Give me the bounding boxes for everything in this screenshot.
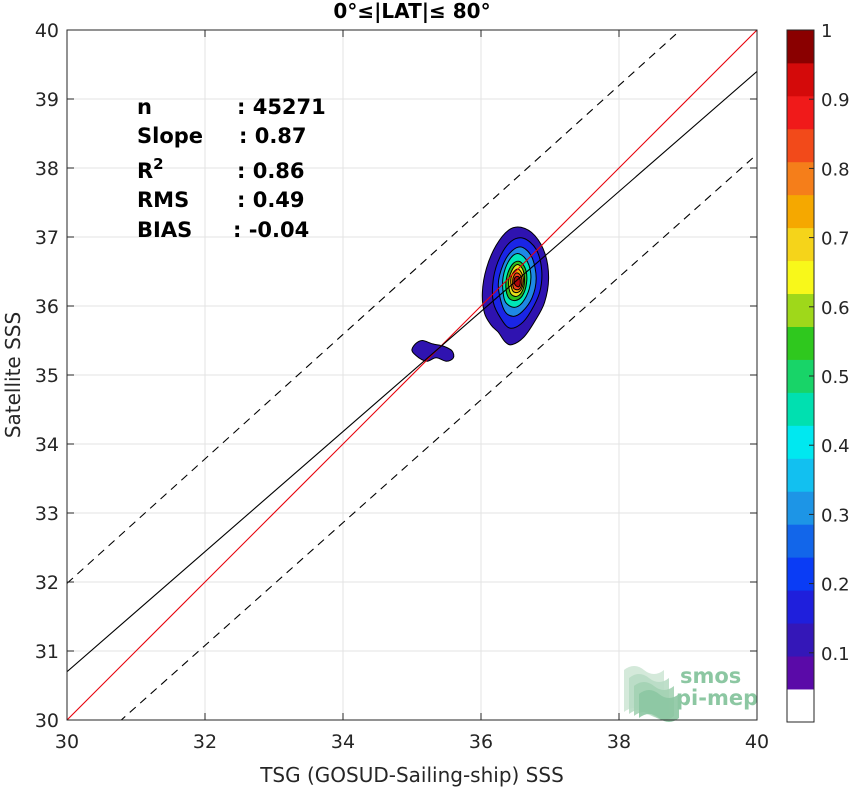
colorbar-band xyxy=(787,392,814,426)
colorbar: 0.1 0.2 0.3 0.4 0.5 0.6 0.7 0.8 0.9 1 xyxy=(786,21,850,723)
line-fit xyxy=(67,70,757,673)
y-tick-label: 30 xyxy=(35,710,59,732)
colorbar-tick-label: 0.5 xyxy=(821,367,850,388)
colorbar-band xyxy=(787,425,814,459)
colorbar-band xyxy=(787,656,814,690)
colorbar-band xyxy=(787,326,814,360)
y-tick-label: 38 xyxy=(35,158,59,180)
colorbar-tick-label: 0.2 xyxy=(821,575,850,596)
logo-wave-icon xyxy=(639,690,679,722)
colorbar-tick-label: 1 xyxy=(821,21,832,42)
stat-label: Slope xyxy=(137,124,203,148)
colorbar-band xyxy=(787,524,814,558)
colorbar-band xyxy=(787,623,814,657)
colorbar-band xyxy=(787,30,814,64)
x-tick-label: 32 xyxy=(193,731,217,753)
colorbar-band xyxy=(787,260,814,295)
colorbar-band xyxy=(787,95,814,130)
colorbar-band xyxy=(787,458,814,492)
logo-text-smos: smos xyxy=(680,664,741,688)
colorbar-band xyxy=(787,293,814,327)
y-tick-label: 35 xyxy=(35,365,59,387)
colorbar-band xyxy=(787,161,814,196)
y-tick-label: 40 xyxy=(35,20,59,42)
stat-value: : 0.86 xyxy=(237,159,305,183)
stat-value: : 0.87 xyxy=(239,124,307,148)
y-tick-label: 36 xyxy=(35,296,59,318)
x-tick-label: 40 xyxy=(745,731,769,753)
colorbar-tick-label: 0.3 xyxy=(821,505,850,526)
y-tick-label: 32 xyxy=(35,572,59,594)
colorbar-tick-label: 0.7 xyxy=(821,229,850,250)
colorbar-tick-label: 0.4 xyxy=(821,436,850,457)
stat-label: n xyxy=(137,95,152,119)
stat-label-superscript: 2 xyxy=(153,155,163,173)
colorbar-tick-label: 0.8 xyxy=(821,159,850,180)
gridlines xyxy=(66,29,758,721)
chart-title: 0°≤|LAT|≤ 80° xyxy=(333,0,490,23)
x-tick-label: 34 xyxy=(331,731,355,753)
stat-label: BIAS xyxy=(137,218,192,242)
y-tick-label: 31 xyxy=(35,641,59,663)
line-1-1 xyxy=(67,30,757,720)
colorbar-tick-label: 0.1 xyxy=(821,644,850,665)
stat-label: RMS xyxy=(137,188,189,212)
colorbar-band xyxy=(787,227,814,262)
stat-value: : -0.04 xyxy=(233,218,309,242)
line-fit xyxy=(67,30,682,584)
y-tick-label: 33 xyxy=(35,503,59,525)
x-tick-label: 38 xyxy=(607,731,631,753)
colorbar-band xyxy=(787,62,814,97)
x-tick-label: 30 xyxy=(55,731,79,753)
y-tick-label: 39 xyxy=(35,89,59,111)
x-tick-label: 36 xyxy=(469,731,493,753)
y-tick-label: 34 xyxy=(35,434,59,456)
colorbar-band xyxy=(787,590,814,624)
colorbar-tick-label: 0.9 xyxy=(821,90,850,111)
x-axis-label: TSG (GOSUD-Sailing-ship) SSS xyxy=(259,763,564,787)
colorbar-band xyxy=(787,689,814,723)
x-axis-ticks: 30 32 34 36 38 40 xyxy=(55,30,769,753)
stat-value: : 0.49 xyxy=(237,188,305,212)
colorbar-band xyxy=(787,491,814,525)
colorbar-tick-label: 0.6 xyxy=(821,298,850,319)
colorbar-band xyxy=(787,557,814,591)
regression-lines xyxy=(67,30,757,720)
stat-value: : 45271 xyxy=(237,95,326,119)
colorbar-band xyxy=(787,194,814,229)
logo-text-pi-mep: pi-mep xyxy=(676,686,758,710)
colorbar-band xyxy=(787,128,814,163)
y-axis-ticks: 30 31 32 33 34 35 36 37 38 39 40 xyxy=(35,20,757,732)
y-axis-label: Satellite SSS xyxy=(1,312,25,438)
y-tick-label: 37 xyxy=(35,227,59,249)
